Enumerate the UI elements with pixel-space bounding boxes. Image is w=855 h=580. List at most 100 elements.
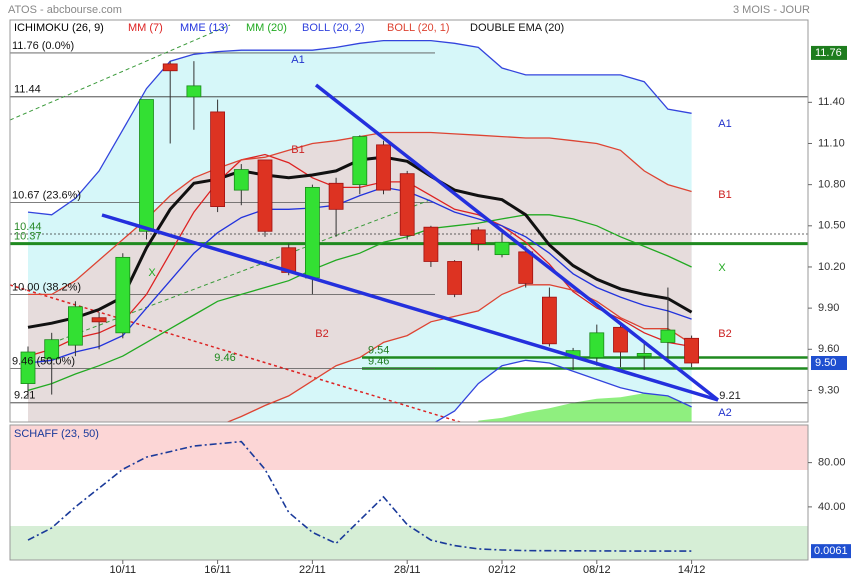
candle-body xyxy=(233,169,249,191)
candle-body xyxy=(589,332,605,358)
legend-entry: DOUBLE EMA (20) xyxy=(470,22,564,34)
y-tick-label: 9.30 xyxy=(818,384,839,396)
candle-body xyxy=(91,317,107,323)
level-label: 10.44 xyxy=(14,221,42,233)
price-panel xyxy=(10,24,808,422)
price-marker-label: 11.76 xyxy=(815,47,842,59)
candle-body xyxy=(115,256,131,334)
oscillator-frame xyxy=(9,424,809,561)
candle-body xyxy=(328,182,344,210)
legend-entry: BOLL (20, 2) xyxy=(302,22,365,34)
legend-entry: MME (13) xyxy=(180,22,228,34)
annotation: 9.46 xyxy=(214,352,235,364)
level-label: 10.67 (23.6%) xyxy=(12,189,81,201)
level-label: 11.76 (0.0%) xyxy=(12,40,74,52)
x-tick-label: 02/12 xyxy=(488,564,516,576)
candle-body xyxy=(162,63,178,72)
x-tick-label: 28/11 xyxy=(394,564,421,576)
y-tick-label: 9.90 xyxy=(818,302,839,314)
annotation: B1 xyxy=(718,189,731,201)
x-tick-label: 14/12 xyxy=(678,564,706,576)
oscillator-line xyxy=(27,440,692,552)
y-tick-label: 10.50 xyxy=(818,220,846,232)
annotation: B2 xyxy=(315,328,328,340)
level-label: 10.37 xyxy=(14,231,42,243)
legend-entry: ICHIMOKU (26, 9) xyxy=(14,22,104,34)
annotation: B1 xyxy=(291,144,304,156)
trend-line xyxy=(10,24,231,121)
candle-body xyxy=(139,99,154,232)
y-tick-label: 10.20 xyxy=(818,261,846,273)
value-marker xyxy=(811,544,851,559)
level-label: 9.21 xyxy=(14,390,35,402)
indicator-line xyxy=(27,186,692,364)
y-tick-label: 11.40 xyxy=(818,96,845,108)
candle-body xyxy=(210,111,226,207)
candle-body xyxy=(399,173,415,236)
overbought-zone xyxy=(10,425,808,470)
y-tick-label: 80.00 xyxy=(818,457,846,469)
indicator-line xyxy=(27,39,692,216)
candle-body xyxy=(304,186,320,279)
trend-line xyxy=(101,213,719,402)
candle-body xyxy=(376,144,391,191)
band-fill xyxy=(28,132,692,422)
y-tick-label: 9.60 xyxy=(818,343,839,355)
level-label: 11.44 xyxy=(14,84,41,96)
candle-body xyxy=(660,329,676,343)
value-label: 0.0061 xyxy=(814,545,848,557)
y-tick-label: 40.00 xyxy=(818,501,846,513)
x-tick-label: 22/11 xyxy=(299,564,326,576)
annotation: A2 xyxy=(718,407,731,419)
candle-body xyxy=(186,85,202,98)
oversold-zone xyxy=(10,526,808,560)
candle-body xyxy=(518,251,534,284)
annotation: B2 xyxy=(718,328,731,340)
chart-title: ATOS - abcbourse.com xyxy=(8,4,122,16)
cloud-fill xyxy=(478,386,692,422)
annotation: A1 xyxy=(718,118,731,130)
chart-subtitle: 3 MOIS - JOUR xyxy=(733,4,810,16)
candle-body xyxy=(68,306,83,346)
candle-body xyxy=(352,136,368,186)
x-tick-label: 16/11 xyxy=(204,564,231,576)
annotation: X xyxy=(148,267,156,279)
candle-body xyxy=(423,226,439,262)
annotation: A1 xyxy=(291,54,304,66)
level-label: 9.46 (50.0%) xyxy=(12,355,75,367)
candle-body xyxy=(542,296,557,345)
price-marker xyxy=(811,356,847,371)
level-label: 9.46 xyxy=(368,355,389,367)
candle-body xyxy=(613,326,628,353)
candle-body xyxy=(20,351,36,384)
indicator-line xyxy=(434,359,692,422)
legend-entry: MM (20) xyxy=(246,22,287,34)
oscillator-title: SCHAFF (23, 50) xyxy=(14,428,99,440)
annotation: 9.21 xyxy=(719,390,740,402)
price-marker xyxy=(811,45,847,60)
candle-body xyxy=(257,159,273,232)
y-tick-label: 10.80 xyxy=(818,179,846,191)
legend-entry: BOLL (20, 1) xyxy=(387,22,450,34)
trend-line xyxy=(314,83,720,402)
candle-body xyxy=(44,339,60,360)
x-tick-label: 08/12 xyxy=(583,564,611,576)
price-frame xyxy=(9,19,809,423)
overlay: 11.76 (0.0%) 11.44 10.67 (23.6%) 10.4410.37… xyxy=(12,40,741,419)
indicator-line xyxy=(27,214,692,392)
candle-body xyxy=(447,261,463,295)
level-label: 10.00 (38.2%) xyxy=(12,281,81,293)
price-marker-label: 9.50 xyxy=(815,357,836,369)
trend-line xyxy=(10,284,461,422)
candle-body xyxy=(494,241,510,256)
candle-body xyxy=(636,352,652,357)
annotation: X xyxy=(718,262,726,274)
x-tick-label: 10/11 xyxy=(109,564,136,576)
y-tick-label: 11.10 xyxy=(818,137,845,149)
oscillator-panel xyxy=(27,440,692,552)
level-label: 9.54 xyxy=(368,344,389,356)
candle-body xyxy=(684,337,699,364)
legend-entry: MM (7) xyxy=(128,22,163,34)
candle-body xyxy=(470,229,486,245)
